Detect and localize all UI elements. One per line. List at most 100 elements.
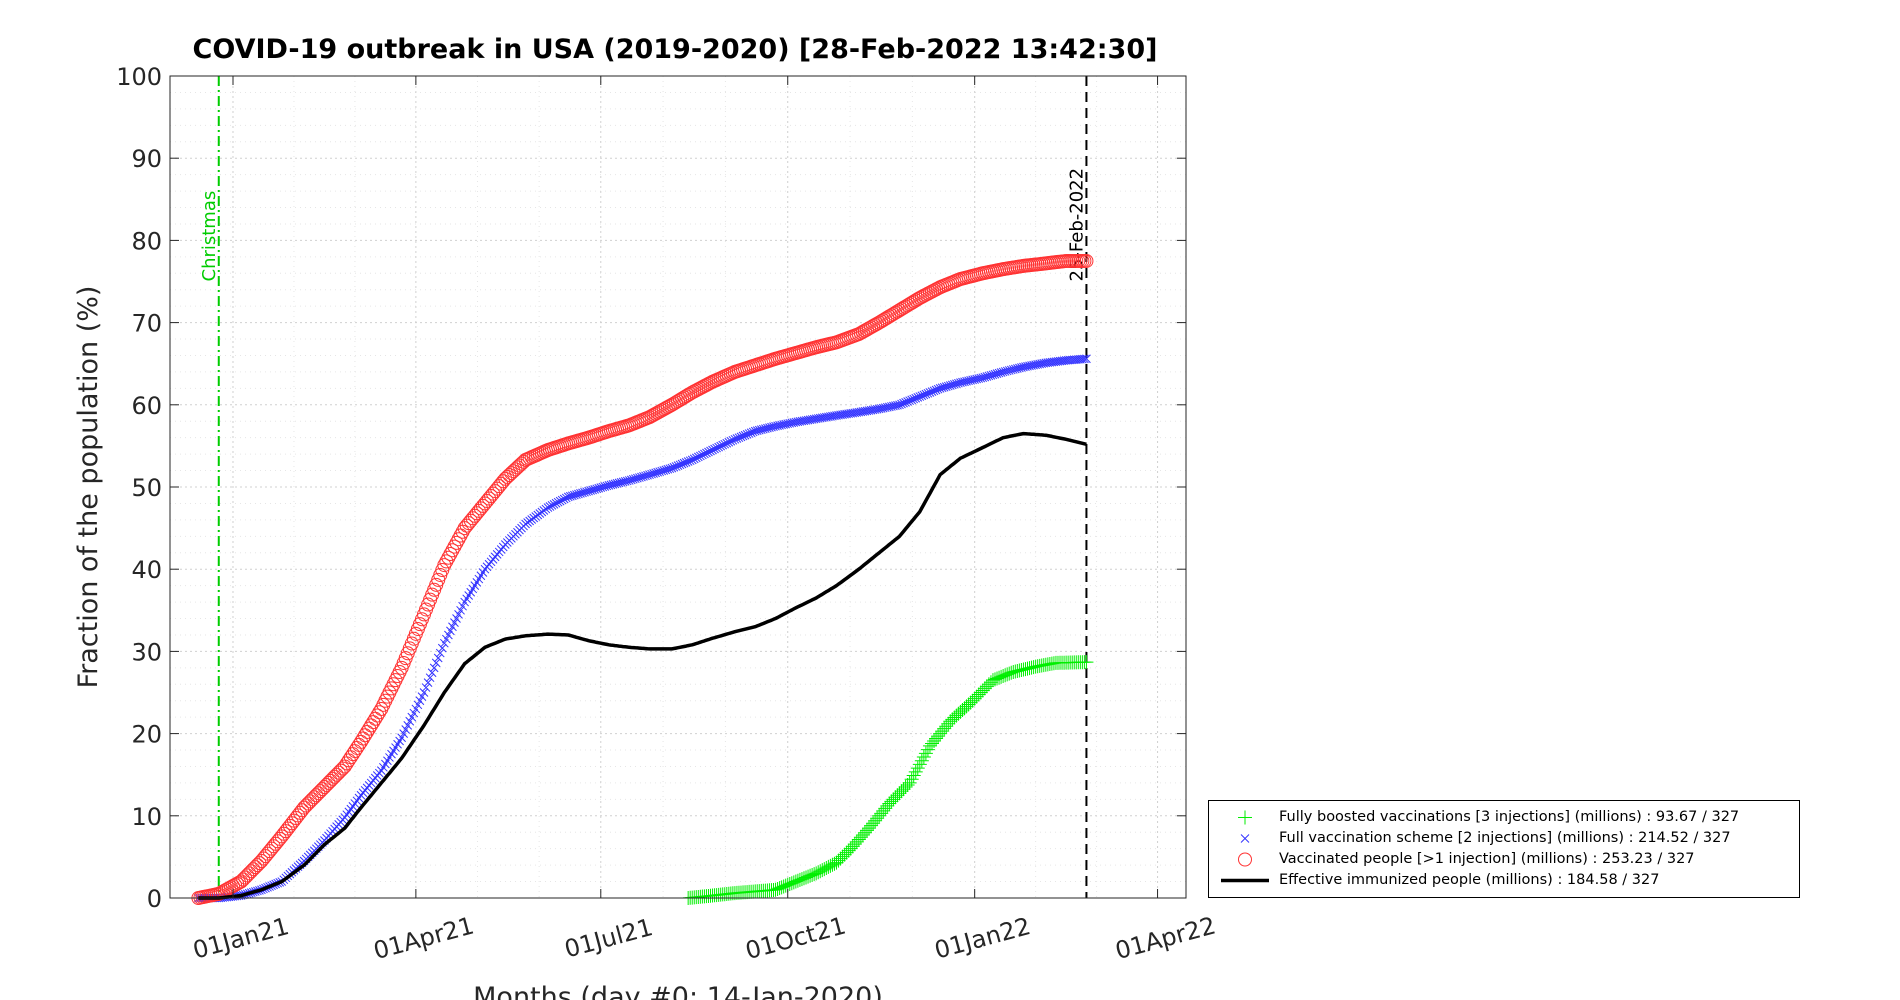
data-point [437, 558, 452, 573]
reference-lines: Christmas 25-Feb-2022 [199, 76, 1088, 898]
data-point [796, 871, 811, 886]
data-point [890, 788, 905, 803]
data-point [929, 282, 944, 297]
data-point [441, 634, 451, 644]
data-point [786, 875, 801, 890]
data-point [1080, 354, 1089, 364]
series-line [198, 431, 1087, 900]
data-point [446, 626, 455, 636]
data-point [896, 782, 911, 797]
data-point [437, 643, 447, 653]
data-point [916, 750, 931, 765]
data-point [1078, 354, 1087, 364]
data-point [435, 648, 445, 658]
legend-point [1238, 852, 1252, 867]
data-point [441, 550, 456, 565]
data-point [784, 876, 799, 891]
legend-point [1240, 834, 1250, 843]
x-tick-label: 01Apr22 [1112, 911, 1218, 965]
data-point [555, 496, 565, 506]
data-point [825, 857, 840, 872]
data-point [945, 712, 960, 727]
series-2 [191, 253, 1094, 905]
data-point [817, 862, 832, 877]
data-point [421, 683, 431, 692]
data-point [882, 796, 897, 811]
data-point [943, 714, 958, 729]
data-point [809, 866, 824, 881]
y-tick-label: 70 [131, 310, 162, 338]
data-point [969, 689, 984, 704]
data-point [829, 855, 844, 870]
data-point [884, 794, 899, 809]
reference-line-label: 25-Feb-2022 [1066, 168, 1087, 282]
data-point [1002, 666, 1017, 681]
data-point [918, 746, 933, 761]
data-point [819, 860, 834, 875]
y-tick-label: 0 [147, 885, 162, 913]
data-point [839, 845, 854, 860]
data-point [914, 753, 929, 768]
data-point [370, 708, 385, 723]
data-point [904, 772, 919, 787]
data-point [894, 784, 909, 799]
y-tick-label: 40 [131, 556, 162, 584]
data-point [790, 873, 805, 888]
data-point [811, 865, 826, 880]
data-point [417, 692, 427, 701]
data-point [429, 663, 439, 673]
data-point [547, 501, 557, 510]
data-point [451, 532, 466, 547]
data-point [397, 733, 407, 743]
data-point [399, 729, 409, 738]
data-point [545, 502, 555, 511]
data-point [776, 879, 791, 894]
legend-marker-line [1221, 878, 1269, 883]
legend-item-vaccinated: Vaccinated people [>1 injection] (millio… [1209, 849, 1799, 870]
legend-item-full-scheme: Full vaccination scheme [2 injections] (… [1209, 828, 1799, 849]
data-point [963, 695, 978, 710]
data-point [411, 704, 421, 714]
data-point [951, 706, 966, 721]
y-tick-label: 50 [131, 474, 162, 502]
data-point [419, 688, 429, 697]
data-point [444, 630, 453, 640]
data-point [413, 700, 423, 710]
data-point [900, 777, 915, 792]
x-tick-label: 01Jan21 [190, 912, 292, 964]
data-point [920, 742, 935, 757]
data-point [409, 708, 419, 718]
x-tick-label: 01Oct21 [742, 911, 848, 965]
data-point [549, 499, 559, 509]
y-axis: 0 10 20 30 40 50 60 70 80 90 100 [116, 63, 1186, 913]
data-point [452, 614, 461, 623]
plot-area [170, 76, 1186, 898]
y-tick-label: 30 [131, 638, 162, 666]
data-point [898, 780, 913, 795]
legend-label: Fully boosted vaccinations [3 injections… [1279, 809, 1740, 825]
x-tick-label: 01Jul21 [562, 913, 656, 963]
legend-marker-cross [1240, 834, 1250, 843]
data-point [403, 721, 413, 730]
data-point [1082, 354, 1091, 364]
data-point [427, 668, 437, 678]
y-axis-label: Fraction of the population (%) [73, 286, 104, 689]
data-point [445, 543, 460, 558]
data-point [815, 863, 830, 878]
data-point [803, 868, 818, 883]
data-point [886, 792, 901, 807]
data-point [975, 683, 990, 698]
data-point [953, 704, 968, 719]
data-point [977, 681, 992, 696]
data-point [774, 880, 789, 895]
data-point [959, 699, 974, 714]
data-point [992, 670, 1007, 685]
data-point [821, 859, 836, 874]
data-point [979, 679, 994, 694]
data-point [1004, 665, 1019, 680]
data-point [892, 786, 907, 801]
data-point [450, 618, 459, 627]
data-point [372, 705, 387, 720]
legend-marker-circle [1238, 852, 1252, 867]
